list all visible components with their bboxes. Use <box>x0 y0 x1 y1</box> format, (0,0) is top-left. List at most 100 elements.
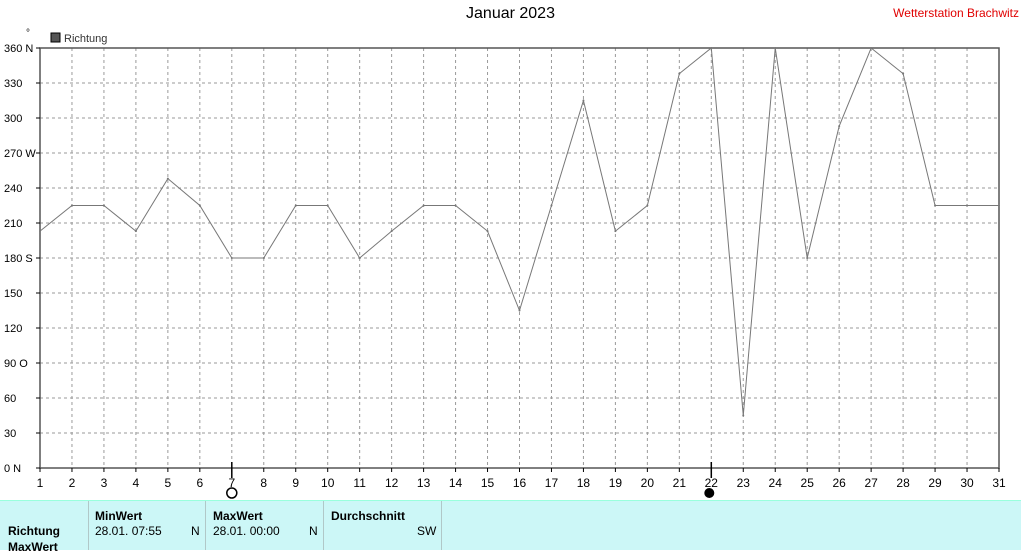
legend-label: Richtung <box>64 33 107 45</box>
y-unit-label: ° <box>26 28 30 39</box>
avg-header: Durchschnitt <box>331 509 406 523</box>
x-tick-label: 26 <box>832 476 846 490</box>
y-tick-label: 240 <box>4 183 22 195</box>
max-marker <box>704 488 715 498</box>
x-tick-label: 30 <box>960 476 974 490</box>
x-tick-label: 28 <box>896 476 910 490</box>
max-time: 28.01. 00:00 <box>213 524 280 538</box>
x-tick-label: 13 <box>417 476 431 490</box>
avg-direction: SW <box>417 524 437 538</box>
x-tick-label: 22 <box>705 476 719 490</box>
legend-swatch <box>50 32 61 43</box>
stats-min-column: MinWert 28.01. 07:55 N <box>88 501 206 550</box>
y-tick-label: 300 <box>4 113 22 125</box>
y-tick-label: 90 O <box>4 358 28 370</box>
y-axis: 360 N 330 300 270 W 240 210 180 S 150 120 90 O 60 3… <box>4 43 40 475</box>
x-tick-label: 16 <box>513 476 527 490</box>
legend: Richtung <box>50 32 107 45</box>
stats-row-label: Richtung <box>8 524 60 538</box>
max-header: MaxWert <box>213 509 263 523</box>
data-point <box>838 125 841 128</box>
data-point <box>454 204 457 207</box>
y-tick-label: 330 <box>4 78 22 90</box>
x-tick-label: 19 <box>609 476 623 490</box>
data-point <box>358 257 361 259</box>
min-time: 28.01. 07:55 <box>95 524 162 538</box>
chart-title: Januar 2023 <box>466 5 555 22</box>
data-point <box>486 230 489 233</box>
data-point <box>710 47 713 49</box>
x-tick-label: 3 <box>101 476 108 490</box>
data-point <box>262 257 265 259</box>
data-point <box>646 204 649 207</box>
x-tick-label: 6 <box>196 476 203 490</box>
data-point <box>326 204 329 207</box>
chart-grid <box>40 48 999 468</box>
data-point <box>774 47 777 49</box>
y-tick-label: 210 <box>4 218 22 230</box>
x-tick-label: 4 <box>133 476 140 490</box>
series-layer <box>39 47 1000 417</box>
x-tick-label: 31 <box>992 476 1006 490</box>
min-marker <box>226 487 238 499</box>
x-tick-label: 14 <box>449 476 463 490</box>
x-tick-label: 9 <box>292 476 299 490</box>
marker-layer <box>226 462 715 499</box>
y-tick-label: 0 N <box>4 463 21 475</box>
stats-max-column: MaxWert 28.01. 00:00 N <box>205 501 323 550</box>
x-tick-label: 2 <box>69 476 76 490</box>
data-point <box>742 414 745 417</box>
x-tick-label: 12 <box>385 476 399 490</box>
x-tick-label: 17 <box>545 476 559 490</box>
min-direction: N <box>191 524 200 538</box>
x-tick-label: 27 <box>864 476 878 490</box>
data-point <box>870 47 873 49</box>
y-tick-label: 270 W <box>4 148 36 160</box>
x-tick-label: 23 <box>737 476 751 490</box>
max-direction: N <box>309 524 318 538</box>
data-point <box>166 177 169 180</box>
data-point <box>550 204 553 207</box>
data-point <box>294 204 297 207</box>
x-tick-label: 1 <box>37 476 44 490</box>
min-header: MinWert <box>95 509 143 523</box>
x-tick-label: 24 <box>769 476 783 490</box>
data-point <box>902 72 905 75</box>
stats-avg-column: Durchschnitt SW <box>323 501 442 550</box>
y-tick-label: 120 <box>4 323 22 335</box>
data-point <box>582 99 585 102</box>
data-point <box>198 204 201 207</box>
y-tick-label: 30 <box>4 428 16 440</box>
x-tick-label: 20 <box>641 476 655 490</box>
data-point <box>70 204 73 207</box>
x-tick-label: 11 <box>353 476 366 490</box>
x-tick-label: 25 <box>801 476 815 490</box>
x-tick-label: 10 <box>321 476 335 490</box>
x-tick-label: 21 <box>673 476 687 490</box>
data-point <box>422 204 425 207</box>
data-point <box>934 204 937 207</box>
data-point <box>678 72 681 75</box>
data-point <box>39 230 41 233</box>
y-tick-label: 180 S <box>4 253 33 265</box>
x-tick-label: 29 <box>928 476 942 490</box>
data-point <box>966 204 969 207</box>
data-point <box>390 230 393 233</box>
x-tick-label: 15 <box>481 476 495 490</box>
data-point <box>134 230 137 233</box>
x-axis: 1 2 3 4 5 6 7 8 9 10 11 12 13 14 15 16 17 18 19 20 21 22 23 24 2… <box>37 468 1006 490</box>
data-point <box>230 257 233 259</box>
x-tick-label: 7 <box>228 476 235 490</box>
stats-panel: Richtung MaxWert MinWert 28.01. 07:55 N … <box>0 500 1021 554</box>
y-tick-label: 150 <box>4 288 22 300</box>
data-point <box>806 257 809 259</box>
data-point <box>998 204 1000 207</box>
stats-row-label-2: MaxWert <box>8 540 58 554</box>
station-name: Wetterstation Brachwitz <box>893 6 1019 20</box>
x-tick-label: 5 <box>165 476 172 490</box>
data-point <box>102 204 105 207</box>
data-point <box>518 309 521 312</box>
y-tick-label: 360 N <box>4 43 33 55</box>
x-tick-label: 18 <box>577 476 591 490</box>
